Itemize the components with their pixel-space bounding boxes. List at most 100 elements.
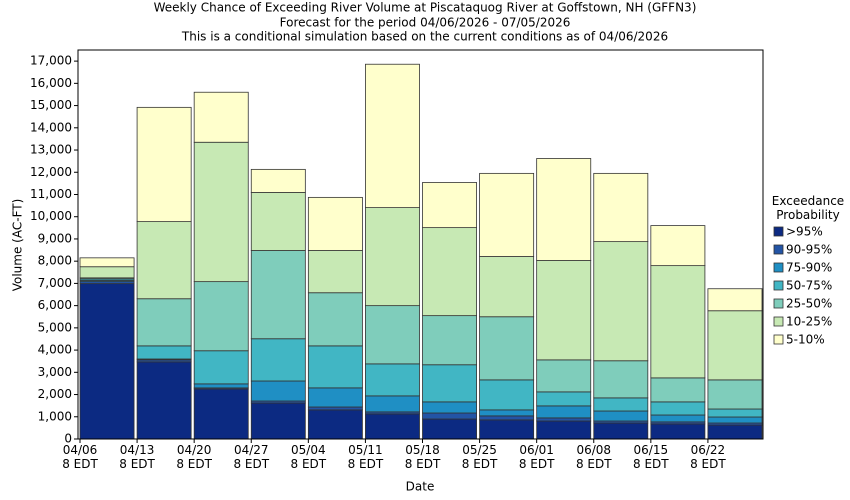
- bar-segment: [707, 424, 763, 440]
- y-tick-label: 10,000: [30, 209, 72, 223]
- bar-segment: [79, 257, 135, 268]
- bar-segment: [136, 298, 192, 347]
- bar-segment: [307, 387, 363, 408]
- bar-segment: [250, 380, 306, 402]
- bar-segment: [307, 406, 363, 411]
- bar-segment: [250, 338, 306, 382]
- bar-segment: [365, 395, 420, 413]
- x-tick-label: 06/08 8 EDT: [575, 443, 612, 471]
- y-tick-label: 12,000: [30, 165, 72, 179]
- legend-label: 5-10%: [786, 333, 825, 347]
- x-tick-label: 04/13 8 EDT: [119, 443, 155, 471]
- x-tick-label: 06/15 8 EDT: [633, 443, 669, 471]
- bar-segment: [79, 283, 135, 440]
- x-tick-label: 05/11 8 EDT: [347, 443, 384, 471]
- x-tick-label: 04/27 8 EDT: [233, 443, 270, 471]
- chart-subtitle: Forecast for the period 04/06/2026 - 07/…: [280, 16, 571, 30]
- bar-segment: [593, 172, 649, 243]
- x-tick-label: 05/25 8 EDT: [461, 443, 498, 471]
- bar-segment: [479, 415, 535, 421]
- bar-segment: [593, 422, 649, 440]
- bar-segment: [650, 401, 706, 416]
- bar-segment: [193, 141, 249, 283]
- legend-label: 50-75%: [786, 279, 832, 293]
- bar-segment: [593, 241, 649, 362]
- bar-segment: [365, 63, 420, 209]
- legend-swatch: [773, 262, 784, 273]
- bar-segment: [307, 345, 363, 389]
- bar-segment: [136, 106, 192, 223]
- y-tick-label: 5,000: [38, 320, 72, 334]
- bar-segment: [250, 192, 306, 251]
- bar-segment: [422, 182, 477, 229]
- bar-segment: [479, 256, 535, 318]
- chart-subtitle: This is a conditional simulation based o…: [181, 30, 668, 44]
- legend-label: 90-95%: [786, 243, 832, 257]
- bar-segment: [365, 305, 420, 365]
- bar-segment: [193, 281, 249, 352]
- y-tick-label: 0: [64, 432, 72, 446]
- legend-swatch: [773, 298, 784, 309]
- legend-label: 10-25%: [786, 315, 832, 329]
- bar-segment: [250, 250, 306, 340]
- y-tick-label: 1,000: [38, 409, 72, 423]
- y-axis-label: Volume (AC-FT): [11, 199, 25, 292]
- bar-segment: [536, 260, 592, 361]
- bar-segment: [193, 383, 249, 389]
- bar-segment: [479, 316, 535, 381]
- bar-segment: [593, 360, 649, 399]
- bar-segment: [707, 379, 763, 410]
- x-tick-label: 06/22 8 EDT: [690, 443, 726, 471]
- bar-segment: [707, 408, 763, 418]
- x-axis-label: Date: [406, 480, 435, 494]
- y-tick-label: 8,000: [38, 254, 72, 268]
- bar-segment: [479, 409, 535, 417]
- bar-segment: [365, 363, 420, 397]
- bar-segment: [193, 91, 249, 143]
- bar-segment: [593, 397, 649, 412]
- bar-segment: [193, 350, 249, 385]
- bar-segment: [136, 361, 192, 440]
- bar-segment: [193, 388, 249, 440]
- bar-segment: [250, 402, 306, 440]
- bar-segment: [536, 417, 592, 422]
- y-tick-label: 17,000: [30, 54, 72, 68]
- legend-title: Exceedance Probability: [771, 194, 845, 222]
- y-tick-label: 13,000: [30, 143, 72, 157]
- bar-segment: [422, 227, 477, 317]
- legend-swatch: [773, 280, 784, 291]
- chart-title: Weekly Chance of Exceeding River Volume …: [154, 1, 697, 15]
- bar-segment: [707, 310, 763, 381]
- y-tick-label: 15,000: [30, 98, 72, 112]
- bar-segment: [707, 288, 763, 312]
- bar-segment: [650, 377, 706, 403]
- bar-segment: [365, 413, 420, 440]
- bar-segment: [479, 379, 535, 411]
- y-tick-label: 14,000: [30, 120, 72, 134]
- bar-segment: [536, 359, 592, 393]
- bar-segment: [707, 416, 763, 424]
- bar-segment: [536, 405, 592, 419]
- legend-swatch: [773, 316, 784, 327]
- bar-segment: [307, 409, 363, 440]
- x-tick-label: 04/20 8 EDT: [176, 443, 212, 471]
- bar-segment: [650, 414, 706, 423]
- bar-segment: [479, 172, 535, 257]
- bar-segment: [136, 345, 192, 360]
- bar-segment: [365, 207, 420, 307]
- bar-segment: [422, 401, 477, 414]
- x-tick-label: 06/01 8 EDT: [518, 443, 555, 471]
- y-tick-label: 7,000: [38, 276, 72, 290]
- y-tick-label: 11,000: [30, 187, 72, 201]
- bar-segment: [250, 168, 306, 193]
- legend-swatch: [773, 226, 784, 237]
- bar-segment: [650, 423, 706, 440]
- bar-segment: [136, 221, 192, 300]
- bar-segment: [422, 364, 477, 403]
- y-tick-label: 3,000: [38, 365, 72, 379]
- bar-segment: [307, 292, 363, 347]
- legend-swatch: [773, 244, 784, 255]
- bar-segment: [422, 418, 477, 440]
